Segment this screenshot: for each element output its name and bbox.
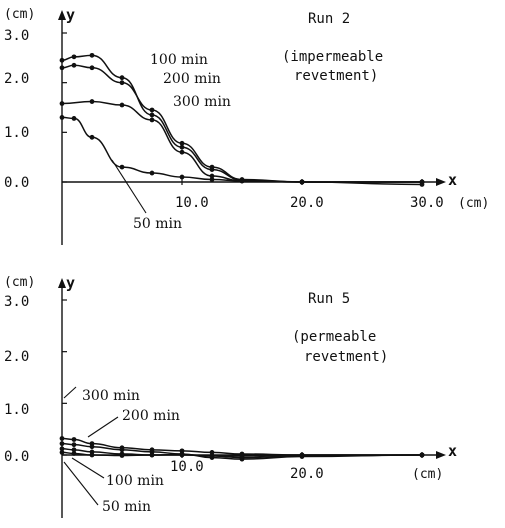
run-2-point-200-min-1 [71, 62, 77, 68]
run-5-series-50-min [61, 451, 422, 457]
run-5-ytick-label-0: 0.0 [4, 449, 29, 465]
run-2-leader-50-min [111, 159, 147, 214]
panel-run-2: Run 2 (impermeable revetment) (cm) y x (… [4, 6, 489, 232]
run-2-point-200-min-2 [89, 65, 95, 71]
run-5-ylabel-unit: (cm) [4, 275, 35, 290]
run-5-point-50-min-8 [299, 452, 305, 458]
run-2-point-100-min-1 [71, 54, 77, 60]
run-2-x-axis-arrow [436, 178, 446, 186]
run-2-xlabel-unit: (cm) [458, 196, 489, 211]
run-5-ytick-label-1: 1.0 [4, 402, 29, 418]
run-2-point-200-min-5 [179, 140, 185, 146]
run-5-point-100-min-1 [71, 447, 77, 453]
run-2-xtick-label-10: 10.0 [175, 195, 209, 211]
run-5-point-300-min-1 [71, 437, 77, 442]
run-2-point-100-min-4 [149, 112, 155, 118]
run-5-title: Run 5 [308, 291, 350, 307]
run-2-point-100-min-0 [59, 57, 65, 63]
run-5-xlabel: x [448, 442, 457, 460]
run-5-leader-50-min [63, 461, 99, 506]
run-5-point-200-min-3 [119, 447, 125, 453]
run-5-point-50-min-5 [179, 452, 185, 458]
run-5-point-50-min-9 [419, 452, 425, 458]
run-2-point-50-min-2 [89, 134, 95, 140]
run-2-point-200-min-3 [119, 80, 125, 86]
run-5-point-200-min-0 [59, 441, 65, 447]
run-2-series-300-min [61, 100, 423, 183]
run-5-xlabel-unit: (cm) [412, 467, 443, 482]
run-5-subtitle-line-1: (permeable [292, 329, 376, 345]
run-2-point-200-min-4 [149, 107, 155, 113]
panel-run-5: Run 5 (permeable revetment) (cm) y x (cm… [4, 274, 457, 515]
run-5-point-50-min-3 [119, 453, 125, 458]
run-2-title: Run 2 [308, 11, 350, 27]
run-2-xlabel: x [448, 171, 457, 189]
run-5-x-axis-arrow [436, 451, 446, 459]
run-2-label-200-min: 200 min [163, 71, 221, 87]
run-2-ytick-label-0: 0.0 [4, 175, 29, 191]
run-5-ylabel: y [66, 274, 75, 292]
run-5-y-axis-arrow [58, 278, 66, 288]
run-5-ytick-label-3: 3.0 [4, 294, 29, 310]
run-2-point-100-min-3 [119, 75, 125, 81]
run-2-label-300-min: 300 min [173, 94, 231, 110]
run-5-point-50-min-4 [149, 452, 155, 458]
run-5-point-50-min-6 [209, 453, 215, 458]
run-5-point-50-min-2 [89, 452, 95, 458]
run-2-point-300-min-0 [59, 101, 65, 106]
run-2-ytick-label-3: 3.0 [4, 28, 29, 44]
run-2-point-50-min-4 [149, 170, 155, 176]
run-2-subtitle-line-1: (impermeable [282, 49, 383, 65]
run-5-xtick-label-20: 20.0 [290, 466, 324, 482]
run-2-ytick-label-2: 2.0 [4, 71, 29, 87]
run-5-point-200-min-2 [89, 444, 95, 450]
run-2-y-axis-arrow [58, 10, 66, 20]
run-5-leader-300-min [63, 386, 77, 399]
run-2-point-300-min-4 [179, 149, 185, 155]
run-5-point-50-min-0 [59, 450, 65, 455]
run-5-leader-200-min [87, 416, 119, 438]
run-2-point-50-min-5 [179, 174, 185, 180]
run-2-point-200-min-0 [59, 65, 65, 71]
run-2-point-50-min-3 [119, 164, 125, 170]
run-2-label-50-min: 50 min [133, 216, 182, 232]
run-2-point-200-min-6 [209, 164, 215, 170]
run-5-label-300-min: 300 min [82, 388, 140, 404]
run-2-ylabel: y [66, 6, 75, 24]
run-2-series-50-min [61, 116, 423, 186]
run-2-point-50-min-7 [239, 178, 245, 184]
run-2-xtick-label-20: 20.0 [290, 195, 324, 211]
run-5-xtick-label-10: 10.0 [170, 459, 204, 475]
run-5-point-100-min-0 [59, 446, 65, 452]
run-2-ylabel-unit: (cm) [4, 7, 35, 22]
run-5-point-50-min-7 [239, 453, 245, 459]
run-5-point-200-min-1 [71, 442, 77, 448]
run-2-point-50-min-0 [59, 115, 65, 120]
run-5-label-50-min: 50 min [102, 499, 151, 515]
run-5-leader-100-min [71, 457, 105, 479]
run-2-ytick-label-1: 1.0 [4, 125, 29, 141]
run-5-label-100-min: 100 min [106, 473, 164, 489]
run-2-point-300-min-5 [209, 173, 215, 179]
run-2-point-300-min-3 [149, 117, 155, 123]
run-2-point-50-min-8 [299, 179, 305, 185]
run-2-point-50-min-9 [419, 182, 425, 187]
run-2-point-300-min-1 [89, 99, 95, 104]
run-2-point-50-min-6 [209, 177, 215, 182]
run-5-point-50-min-1 [71, 451, 77, 456]
run-2-xtick-label-30: 30.0 [410, 195, 444, 211]
run-2-point-50-min-1 [71, 116, 77, 121]
run-2-point-300-min-2 [119, 102, 125, 108]
run-2-subtitle-line-2: revetment) [294, 68, 378, 84]
run-2-point-100-min-2 [89, 52, 95, 58]
run-5-ytick-label-2: 2.0 [4, 349, 29, 365]
run-5-label-200-min: 200 min [122, 408, 180, 424]
run-2-point-100-min-5 [179, 144, 185, 150]
run-2-label-100-min: 100 min [150, 52, 208, 68]
run-5-subtitle-line-2: revetment) [304, 349, 388, 365]
run-5-point-300-min-0 [59, 436, 65, 441]
